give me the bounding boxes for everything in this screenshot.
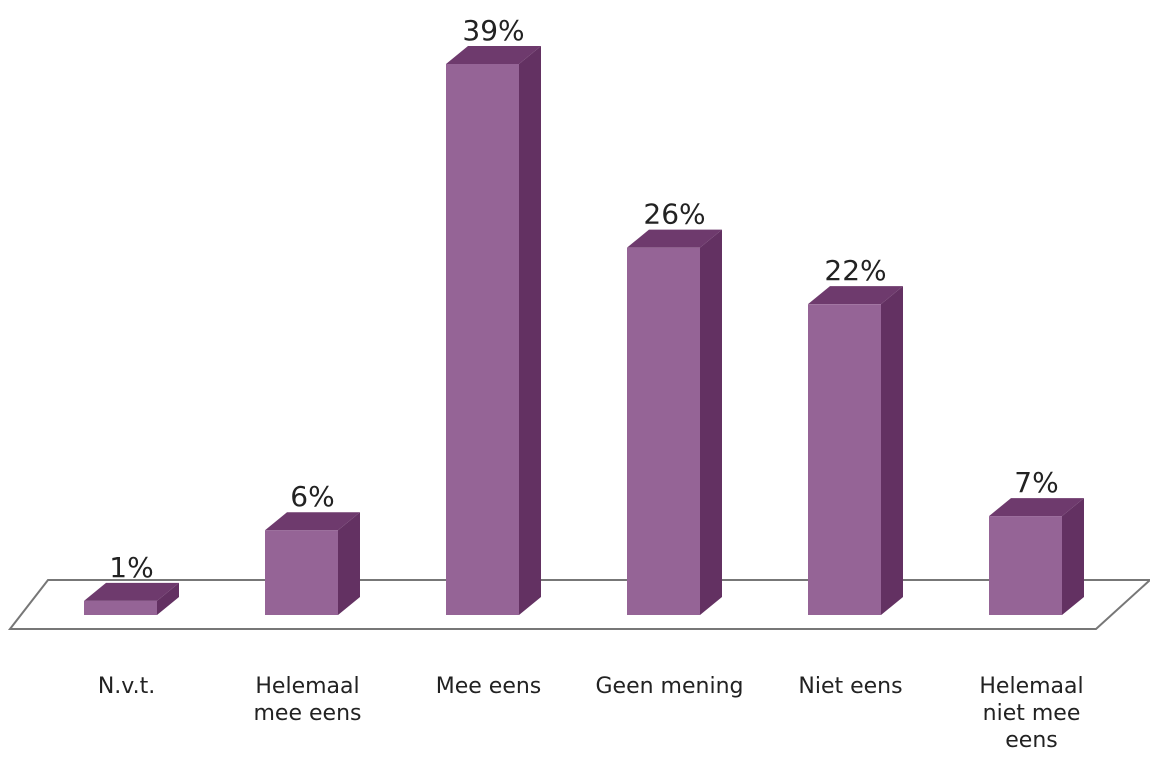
- bar-helemaal-niet-mee-eens: [989, 498, 1084, 615]
- tick-label-line: Mee eens: [436, 674, 542, 699]
- tick-label-mee-eens: Mee eens: [436, 674, 542, 699]
- data-label-helemaal-mee-eens: 6%: [290, 480, 334, 513]
- tick-label-line: N.v.t.: [98, 674, 155, 699]
- data-label-n-v-t: 1%: [109, 551, 153, 584]
- bar-side-mee-eens: [519, 46, 541, 615]
- tick-label-line: Niet eens: [798, 674, 902, 699]
- tick-label-helemaal-niet-mee-eens: Helemaal niet mee eens: [979, 674, 1083, 753]
- bar-side-helemaal-niet-mee-eens: [1062, 498, 1084, 615]
- data-label-geen-mening: 26%: [643, 198, 705, 231]
- bar-front-mee-eens: [446, 64, 519, 615]
- bar-n-v-t: [84, 582, 179, 615]
- data-label-niet-eens: 22%: [824, 254, 886, 287]
- bars-group: [84, 46, 1084, 615]
- bar-side-geen-mening: [700, 229, 722, 615]
- bar-side-niet-eens: [881, 286, 903, 615]
- tick-label-line: niet mee: [983, 701, 1081, 726]
- tick-label-niet-eens: Niet eens: [798, 674, 902, 699]
- data-label-mee-eens: 39%: [462, 14, 524, 47]
- chart-floor: [7, 579, 1150, 630]
- tick-label-line: mee eens: [254, 701, 362, 726]
- bar-top-n-v-t: [84, 582, 179, 601]
- bar-front-niet-eens: [808, 304, 881, 615]
- bar-geen-mening: [627, 229, 722, 615]
- bar-top-geen-mening: [627, 229, 722, 248]
- tick-label-line: Helemaal: [255, 674, 359, 699]
- bar-front-geen-mening: [627, 247, 700, 615]
- bar-front-helemaal-niet-mee-eens: [989, 516, 1062, 615]
- tick-label-geen-mening: Geen mening: [596, 674, 744, 699]
- bar-front-helemaal-mee-eens: [265, 530, 338, 615]
- tick-label-line: Geen mening: [596, 674, 744, 699]
- tick-label-line: eens: [1005, 728, 1057, 753]
- bar-top-helemaal-niet-mee-eens: [989, 498, 1084, 517]
- data-label-helemaal-niet-mee-eens: 7%: [1014, 466, 1058, 499]
- bar-side-n-v-t: [157, 582, 179, 615]
- tick-label-line: Helemaal: [979, 674, 1083, 699]
- tick-label-n-v-t: N.v.t.: [98, 674, 155, 699]
- tick-label-helemaal-mee-eens: Helemaal mee eens: [254, 674, 362, 726]
- bar-front-n-v-t: [84, 600, 157, 615]
- bar-top-niet-eens: [808, 286, 903, 305]
- bar-niet-eens: [808, 286, 903, 615]
- bar-side-helemaal-mee-eens: [338, 512, 360, 615]
- bar-helemaal-mee-eens: [265, 512, 360, 615]
- value-labels-group: 1% 6% 39% 26% 22% 7%: [109, 14, 1058, 584]
- bar-top-mee-eens: [446, 46, 541, 64]
- bar-mee-eens: [446, 46, 541, 615]
- bar-top-helemaal-mee-eens: [265, 512, 360, 531]
